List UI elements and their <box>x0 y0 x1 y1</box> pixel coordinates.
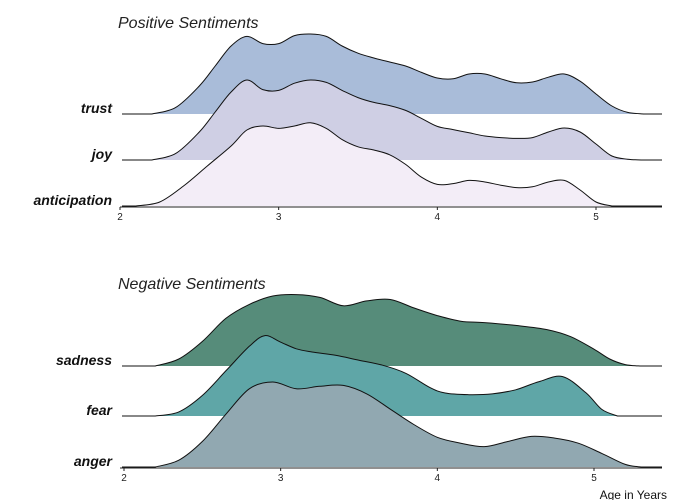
negative-panel-title: Negative Sentiments <box>118 276 266 293</box>
joy-ridge-line <box>122 79 662 161</box>
anger-ridge-line <box>122 381 662 468</box>
x-tick-label: 4 <box>435 212 441 223</box>
x-tick-label: 4 <box>435 473 441 484</box>
negative-sentiments-panel: Negative Sentiments sadness fear anger 2 3 4 5… <box>56 276 667 500</box>
anger-ridge-fill <box>155 382 642 467</box>
fear-ridge-line <box>122 335 662 417</box>
sadness-row-label: sadness <box>56 352 112 368</box>
x-tick-label: 5 <box>593 212 599 223</box>
x-tick-label: 2 <box>121 473 127 484</box>
anticipation-row-label: anticipation <box>33 192 112 208</box>
x-tick-label: 2 <box>117 212 123 223</box>
sadness-ridge-line <box>122 294 662 367</box>
x-tick-label: 3 <box>276 212 282 223</box>
trust-row-label: trust <box>81 100 113 116</box>
joy-row-label: joy <box>90 146 113 162</box>
anticipation-ridge-fill <box>135 122 612 206</box>
sadness-ridge-fill <box>155 294 642 366</box>
trust-ridge-line <box>122 33 662 115</box>
x-tick-label: 3 <box>278 473 284 484</box>
fear-row-label: fear <box>86 402 113 418</box>
positive-sentiments-panel: Positive Sentiments trust joy anticipation… <box>33 15 662 223</box>
x-tick-label: 5 <box>591 473 597 484</box>
anticipation-ridge-line <box>122 122 662 207</box>
anger-row-label: anger <box>74 453 114 469</box>
positive-panel-title: Positive Sentiments <box>118 15 259 32</box>
x-axis-title: Age in Years <box>600 488 667 500</box>
